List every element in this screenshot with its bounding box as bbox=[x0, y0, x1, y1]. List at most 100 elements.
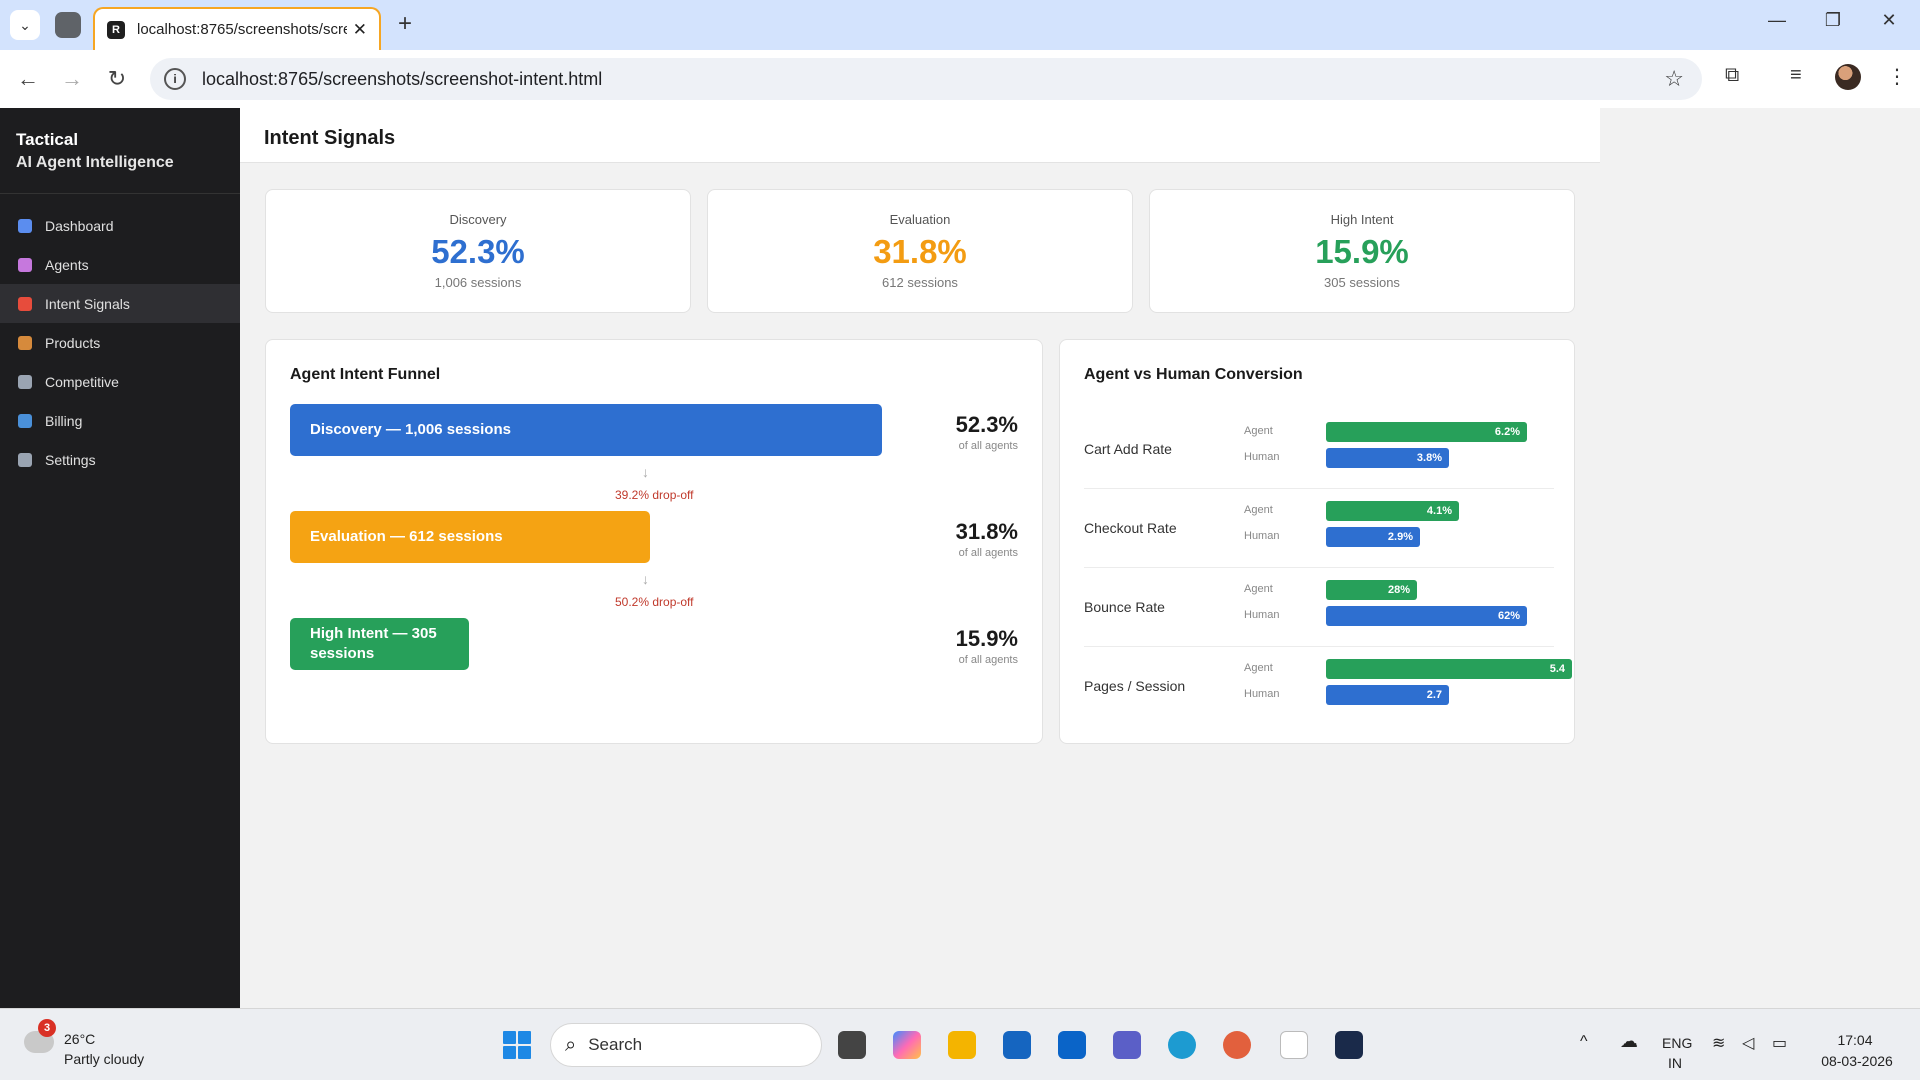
teams-icon[interactable] bbox=[1113, 1031, 1141, 1059]
sidebar-item-products[interactable]: Products bbox=[0, 323, 240, 362]
tab-group-icon[interactable] bbox=[55, 12, 81, 38]
brand: Tactical AI Agent Intelligence bbox=[0, 108, 240, 172]
minimize-icon[interactable]: — bbox=[1768, 10, 1786, 30]
metric-name: Pages / Session bbox=[1084, 678, 1186, 694]
media-queue-icon[interactable]: ≡ bbox=[1790, 64, 1802, 86]
forward-arrow-icon[interactable]: → bbox=[61, 66, 83, 91]
agent-label: Agent bbox=[1244, 583, 1273, 595]
sidebar-item-label: Intent Signals bbox=[45, 295, 130, 312]
task-view-icon[interactable] bbox=[838, 1031, 866, 1059]
taskbar-search-box[interactable]: ⌕ Search bbox=[550, 1023, 822, 1067]
human-bar: 2.9% bbox=[1326, 527, 1420, 547]
wifi-icon[interactable]: ≋ bbox=[1712, 1035, 1726, 1052]
agent-bar: 28% bbox=[1326, 580, 1417, 600]
funnel-percent-value: 31.8% bbox=[955, 519, 1018, 544]
stat-card-high-intent: High Intent 15.9% 305 sessions bbox=[1149, 189, 1575, 313]
human-label: Human bbox=[1244, 688, 1280, 700]
browser-tab-active[interactable]: R localhost:8765/screenshots/scre ✕ bbox=[93, 7, 381, 50]
search-icon: ⌕ bbox=[565, 1033, 577, 1056]
sidebar-divider bbox=[0, 193, 240, 194]
stat-value: 31.8% bbox=[873, 233, 967, 270]
claude-icon[interactable] bbox=[1223, 1031, 1251, 1059]
sidebar-item-label: Dashboard bbox=[45, 217, 114, 234]
browser-tabstrip: ⌄ R localhost:8765/screenshots/scre ✕ + … bbox=[0, 0, 1920, 50]
metric-name: Cart Add Rate bbox=[1084, 441, 1172, 457]
tray-overflow-chevron-icon[interactable]: ^ bbox=[1580, 1033, 1588, 1050]
funnel-percent-caption: of all agents bbox=[958, 547, 1018, 559]
sidebar-item-dashboard[interactable]: Dashboard bbox=[0, 206, 240, 245]
extensions-puzzle-icon[interactable]: ⧉ bbox=[1725, 64, 1740, 86]
weather-temperature[interactable]: 26°C bbox=[64, 1031, 96, 1047]
funnel-bar-0[interactable]: Discovery — 1,006 sessions bbox=[290, 404, 882, 456]
stat-value: 52.3% bbox=[431, 233, 525, 270]
weather-description[interactable]: Partly cloudy bbox=[64, 1051, 145, 1067]
metric-row-checkout-rate: Checkout Rate Agent Human 4.1% 2.9% bbox=[1084, 489, 1554, 568]
stat-label: High Intent bbox=[1330, 212, 1394, 227]
close-tab-icon[interactable]: ✕ bbox=[352, 19, 367, 39]
brand-name: Tactical bbox=[16, 130, 79, 149]
sidebar: Tactical AI Agent Intelligence Dashboard… bbox=[0, 108, 240, 1008]
human-bar: 2.7 bbox=[1326, 685, 1449, 705]
funnel-percent-caption: of all agents bbox=[958, 440, 1018, 452]
sidebar-item-competitive[interactable]: Competitive bbox=[0, 362, 240, 401]
sidebar-item-billing[interactable]: Billing bbox=[0, 401, 240, 440]
stat-label: Evaluation bbox=[889, 212, 951, 227]
credit-card-icon bbox=[18, 413, 32, 428]
battery-icon[interactable]: ▭ bbox=[1772, 1035, 1788, 1052]
close-window-icon[interactable]: ✕ bbox=[1881, 10, 1897, 30]
volume-icon[interactable]: ◁ bbox=[1742, 1035, 1755, 1052]
clock-time[interactable]: 17:04 bbox=[1837, 1032, 1873, 1048]
down-arrow-icon: ↓ bbox=[642, 464, 649, 480]
outlook-icon[interactable] bbox=[1058, 1031, 1086, 1059]
language-code[interactable]: ENG bbox=[1662, 1035, 1693, 1051]
clock-date[interactable]: 08-03-2026 bbox=[1821, 1053, 1893, 1069]
copilot-icon[interactable] bbox=[893, 1031, 921, 1059]
stat-value: 15.9% bbox=[1315, 233, 1409, 270]
back-arrow-icon[interactable]: ← bbox=[17, 66, 39, 91]
reload-icon[interactable]: ↻ bbox=[107, 66, 127, 91]
more-menu-icon[interactable]: ⋮ bbox=[1887, 66, 1907, 88]
app-viewport: Tactical AI Agent Intelligence Dashboard… bbox=[0, 108, 1920, 1008]
dropoff-rate: 39.2% drop-off bbox=[615, 488, 694, 502]
language-region[interactable]: IN bbox=[1668, 1055, 1682, 1071]
profile-avatar[interactable] bbox=[1835, 64, 1861, 90]
sidebar-item-intent-signals[interactable]: Intent Signals bbox=[0, 284, 240, 323]
funnel-bar-2[interactable]: High Intent — 305 sessions bbox=[290, 618, 469, 670]
funnel-percent: 31.8% of all agents bbox=[956, 519, 1018, 559]
stat-card-evaluation: Evaluation 31.8% 612 sessions bbox=[707, 189, 1133, 313]
onedrive-icon[interactable]: ☁ bbox=[1620, 1031, 1638, 1051]
address-url[interactable]: localhost:8765/screenshots/screenshot-in… bbox=[202, 68, 603, 89]
weather-alert-badge: 3 bbox=[38, 1019, 56, 1037]
windows-start-icon[interactable] bbox=[503, 1031, 531, 1059]
microsoft-store-icon[interactable] bbox=[1003, 1031, 1031, 1059]
comparison-title: Agent vs Human Conversion bbox=[1084, 366, 1303, 383]
restore-icon[interactable]: ❐ bbox=[1824, 10, 1842, 30]
stat-sessions: 305 sessions bbox=[1324, 275, 1400, 290]
human-bar: 3.8% bbox=[1326, 448, 1449, 468]
funnel-bar-1[interactable]: Evaluation — 612 sessions bbox=[290, 511, 650, 563]
new-tab-icon[interactable]: + bbox=[398, 10, 413, 37]
sidebar-item-label: Settings bbox=[45, 451, 96, 468]
funnel-percent-caption: of all agents bbox=[958, 654, 1018, 666]
bar-chart-icon bbox=[18, 218, 32, 233]
sidebar-item-settings[interactable]: Settings bbox=[0, 440, 240, 479]
browser-toolbar: ← → ↻ i localhost:8765/screenshots/scree… bbox=[0, 50, 1920, 108]
funnel-percent: 52.3% of all agents bbox=[956, 412, 1018, 452]
agent-human-conversion-panel: Agent vs Human Conversion Cart Add Rate A… bbox=[1059, 339, 1575, 744]
notepad-icon[interactable] bbox=[1280, 1031, 1308, 1059]
sidebar-item-agents[interactable]: Agents bbox=[0, 245, 240, 284]
address-bar[interactable]: i localhost:8765/screenshots/screenshot-… bbox=[150, 58, 1702, 100]
gear-icon bbox=[18, 452, 32, 467]
file-explorer-icon[interactable] bbox=[948, 1031, 976, 1059]
sidebar-nav: Dashboard Agents Intent Signals Products Com… bbox=[0, 206, 240, 479]
tab-search-chevron-icon[interactable]: ⌄ bbox=[10, 10, 40, 40]
taskbar-search-placeholder: Search bbox=[588, 1035, 643, 1054]
edge-browser-icon[interactable] bbox=[1168, 1031, 1196, 1059]
down-arrow-icon: ↓ bbox=[642, 571, 649, 587]
stat-label: Discovery bbox=[449, 212, 507, 227]
site-info-icon[interactable]: i bbox=[164, 68, 186, 90]
app-a-icon[interactable] bbox=[1335, 1031, 1363, 1059]
bookmark-star-icon[interactable]: ☆ bbox=[1664, 66, 1684, 91]
agent-bar: 6.2% bbox=[1326, 422, 1527, 442]
intent-funnel-panel: Agent Intent Funnel Discovery — 1,006 se… bbox=[265, 339, 1043, 744]
